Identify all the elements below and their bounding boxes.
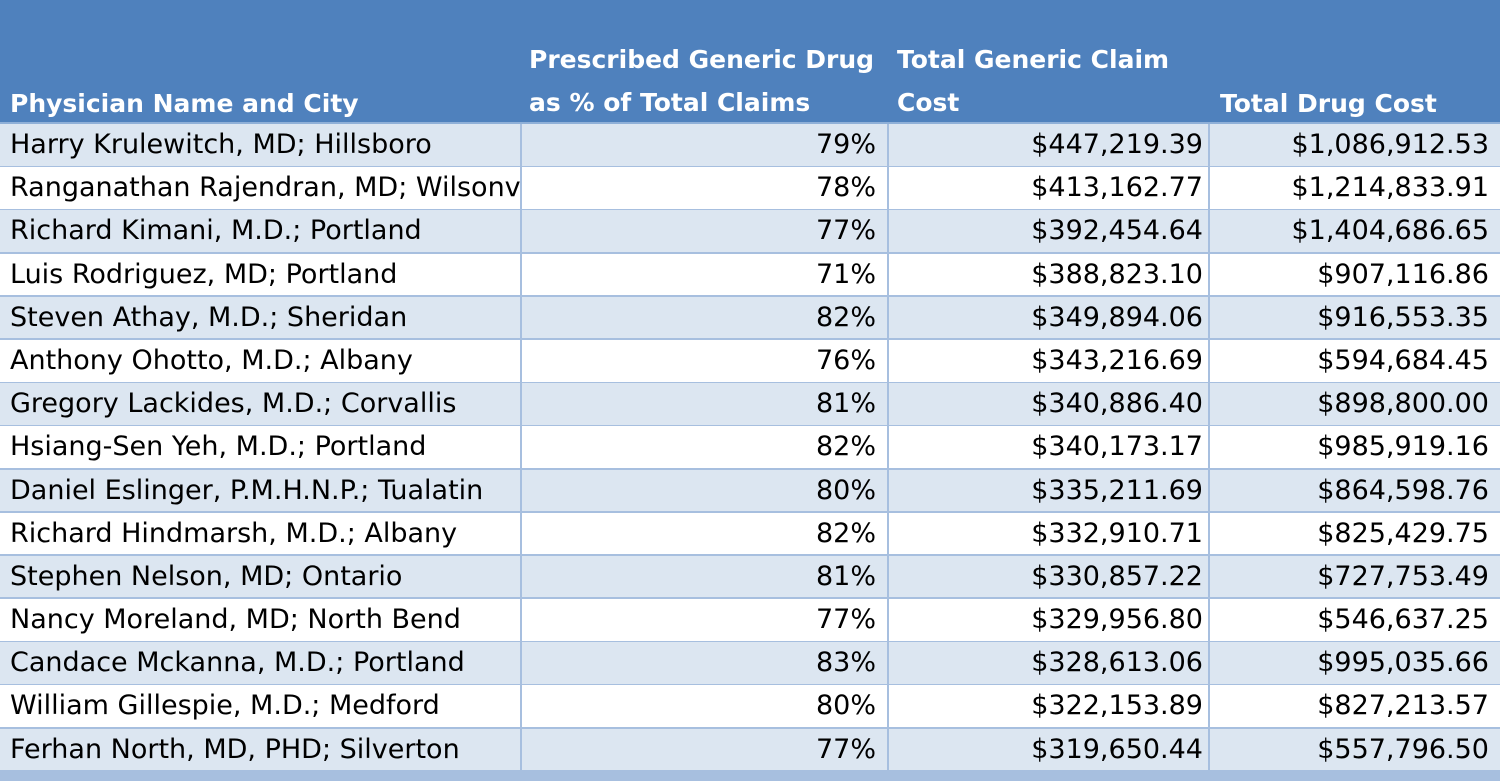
physician-name-city-cell: Stephen Nelson, MD; Ontario <box>10 560 403 592</box>
generic-claim-cost-cell: $330,857.22 <box>1031 560 1203 592</box>
table-row: Steven Athay, M.D.; Sheridan 82% $349,894.… <box>0 296 1500 339</box>
physician-name-city-cell: William Gillespie, M.D.; Medford <box>10 690 440 722</box>
physician-name-city-cell: Daniel Eslinger, P.M.H.N.P.; Tualatin <box>10 474 484 506</box>
generic-pct-cell: 77% <box>815 215 876 247</box>
generic-claim-cost-cell: $349,894.06 <box>1031 301 1203 333</box>
table-row: Stephen Nelson, MD; Ontario 81% $330,857.2… <box>0 555 1500 598</box>
generic-pct-cell: 77% <box>815 733 876 765</box>
column-divider <box>520 124 522 781</box>
total-drug-cost-cell: $1,404,686.65 <box>1291 215 1489 247</box>
table-row: Richard Hindmarsh, M.D.; Albany 82% $332,9… <box>0 512 1500 555</box>
table-row: Nancy Moreland, MD; North Bend 77% $329,95… <box>0 599 1500 641</box>
generic-claim-cost-cell: $329,956.80 <box>1031 604 1203 636</box>
generic-pct-cell: 80% <box>815 690 876 722</box>
table-row: Anthony Ohotto, M.D.; Albany 76% $343,216.… <box>0 339 1500 382</box>
generic-pct-cell: 82% <box>815 517 876 549</box>
generic-claim-cost-cell: $388,823.10 <box>1031 258 1203 290</box>
physician-name-city-cell: Ranganathan Rajendran, MD; Wilsonville <box>10 172 520 204</box>
table-row: Candace Mckanna, M.D.; Portland 83% $328,6… <box>0 642 1500 684</box>
table-row: William Gillespie, M.D.; Medford 80% $322,… <box>0 685 1500 728</box>
generic-pct-cell: 78% <box>815 172 876 204</box>
generic-claim-cost-cell: $413,162.77 <box>1031 172 1203 204</box>
total-drug-cost-cell: $907,116.86 <box>1317 258 1489 290</box>
total-drug-cost-cell: $827,213.57 <box>1317 690 1489 722</box>
table-body: Harry Krulewitch, MD; Hillsboro 79% $447,2… <box>0 124 1500 772</box>
generic-claim-cost-cell: $335,211.69 <box>1031 474 1203 506</box>
generic-claim-cost-cell: $392,454.64 <box>1031 215 1203 247</box>
physician-name-city-cell: Richard Kimani, M.D.; Portland <box>10 215 422 247</box>
total-drug-cost-cell: $985,919.16 <box>1317 431 1489 463</box>
column-header-physician: Physician Name and City <box>10 89 359 118</box>
table-row: Gregory Lackides, M.D.; Corvallis 81% $340… <box>0 383 1500 425</box>
total-drug-cost-cell: $546,637.25 <box>1317 604 1489 636</box>
physician-name-city-cell: Luis Rodriguez, MD; Portland <box>10 258 398 290</box>
generic-pct-cell: 71% <box>815 258 876 290</box>
column-header-total-cost: Total Drug Cost <box>1220 89 1437 118</box>
generic-pct-cell: 79% <box>815 129 876 160</box>
physician-name-city-cell: Anthony Ohotto, M.D.; Albany <box>10 344 413 376</box>
total-drug-cost-cell: $916,553.35 <box>1317 301 1489 333</box>
generic-pct-cell: 81% <box>815 388 876 420</box>
physician-name-city-cell: Richard Hindmarsh, M.D.; Albany <box>10 517 458 549</box>
table-row: Ferhan North, MD, PHD; Silverton 77% $319,… <box>0 728 1500 771</box>
generic-claim-cost-cell: $332,910.71 <box>1031 517 1203 549</box>
physician-name-city-cell: Candace Mckanna, M.D.; Portland <box>10 647 465 679</box>
table-header: Physician Name and City Prescribed Gener… <box>0 0 1500 124</box>
total-drug-cost-cell: $594,684.45 <box>1317 344 1489 376</box>
generic-pct-cell: 83% <box>815 647 876 679</box>
column-divider <box>1208 124 1210 781</box>
table-row: Hsiang-Sen Yeh, M.D.; Portland 82% $340,17… <box>0 426 1500 468</box>
generic-pct-cell: 81% <box>815 560 876 592</box>
total-drug-cost-cell: $898,800.00 <box>1317 388 1489 420</box>
column-header-generic-cost: Total Generic Claim Cost <box>897 45 1170 117</box>
table-row: Ranganathan Rajendran, MD; Wilsonville 78… <box>0 167 1500 209</box>
table-row: Luis Rodriguez, MD; Portland 71% $388,823.… <box>0 253 1500 296</box>
generic-pct-cell: 76% <box>815 344 876 376</box>
physician-name-city-cell: Harry Krulewitch, MD; Hillsboro <box>10 129 432 160</box>
total-drug-cost-cell: $1,214,833.91 <box>1291 172 1489 204</box>
generic-claim-cost-cell: $328,613.06 <box>1031 647 1203 679</box>
generic-pct-cell: 82% <box>815 301 876 333</box>
total-drug-cost-cell: $864,598.76 <box>1317 474 1489 506</box>
physician-name-city-cell: Gregory Lackides, M.D.; Corvallis <box>10 388 457 420</box>
table-row: Daniel Eslinger, P.M.H.N.P.; Tualatin 80%… <box>0 469 1500 512</box>
table-row: Richard Kimani, M.D.; Portland 77% $392,45… <box>0 210 1500 252</box>
column-header-generic-pct: Prescribed Generic Drug as % of Total Cl… <box>529 45 875 117</box>
generic-claim-cost-cell: $340,173.17 <box>1031 431 1203 463</box>
physician-name-city-cell: Hsiang-Sen Yeh, M.D.; Portland <box>10 431 427 463</box>
physician-name-city-cell: Steven Athay, M.D.; Sheridan <box>10 301 408 333</box>
physician-name-city-cell: Ferhan North, MD, PHD; Silverton <box>10 733 460 765</box>
generic-pct-cell: 80% <box>815 474 876 506</box>
generic-claim-cost-cell: $322,153.89 <box>1031 690 1203 722</box>
physician-name-city-cell: Nancy Moreland, MD; North Bend <box>10 604 461 636</box>
generic-pct-cell: 77% <box>815 604 876 636</box>
column-divider <box>887 124 889 781</box>
total-drug-cost-cell: $825,429.75 <box>1317 517 1489 549</box>
generic-claim-cost-cell: $343,216.69 <box>1031 344 1203 376</box>
total-drug-cost-cell: $557,796.50 <box>1317 733 1489 765</box>
total-drug-cost-cell: $727,753.49 <box>1317 560 1489 592</box>
total-drug-cost-cell: $1,086,912.53 <box>1291 129 1489 160</box>
generic-pct-cell: 82% <box>815 431 876 463</box>
table-row: Harry Krulewitch, MD; Hillsboro 79% $447,2… <box>0 124 1500 166</box>
generic-claim-cost-cell: $447,219.39 <box>1031 129 1203 160</box>
generic-claim-cost-cell: $319,650.44 <box>1031 733 1203 765</box>
generic-claim-cost-cell: $340,886.40 <box>1031 388 1203 420</box>
total-drug-cost-cell: $995,035.66 <box>1317 647 1489 679</box>
